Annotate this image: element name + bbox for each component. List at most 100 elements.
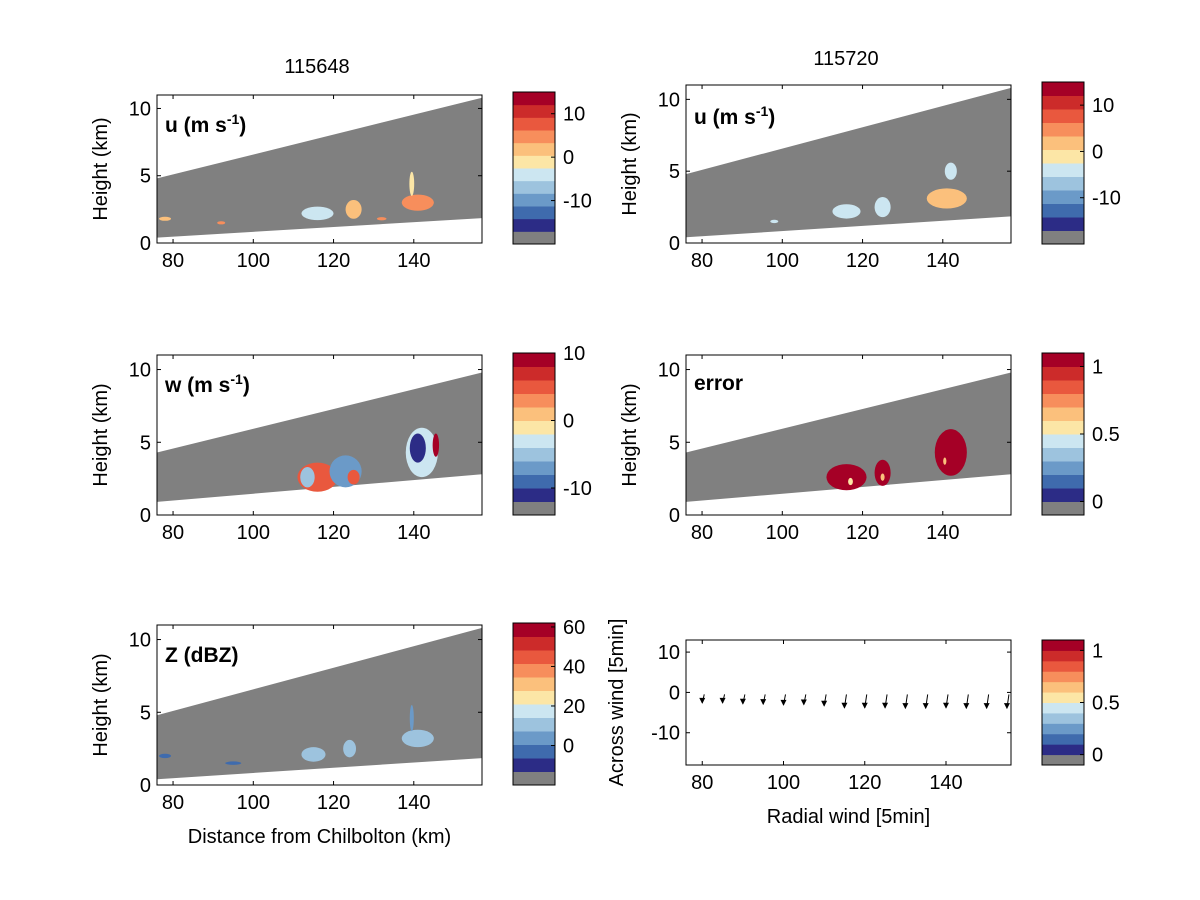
plot-area [686, 640, 1011, 765]
echo-feature [401, 194, 434, 211]
x-tick-label: 100 [766, 522, 799, 544]
x-axis-label: Distance from Chilbolton (km) [188, 826, 451, 848]
variable-label-close: ) [768, 106, 775, 129]
echo-feature [159, 216, 172, 221]
y-axis-label: Across wind [5min] [606, 619, 628, 787]
colorbar-swatch [1042, 640, 1084, 651]
y-axis-label: Height (km) [90, 383, 112, 486]
wind-vector-head [861, 702, 868, 709]
colorbar-swatch [1042, 393, 1084, 408]
colorbar-swatch [513, 447, 555, 462]
variable-label: u (m s-1) [165, 111, 246, 137]
echo-feature [301, 747, 326, 762]
axes-frame [156, 354, 483, 516]
echo-feature [944, 162, 957, 180]
echo-feature [343, 739, 357, 758]
colorbar-swatch [513, 717, 555, 732]
colorbar-swatch [513, 104, 555, 118]
colorbar-swatch [1042, 366, 1084, 381]
colorbar-swatch [1042, 95, 1084, 110]
echo-feature [301, 206, 334, 221]
echo-feature [225, 761, 242, 765]
colorbar-tick-label: -10 [563, 191, 592, 213]
x-tick-label: 100 [766, 250, 799, 272]
colorbar-tick-label: 0 [1092, 745, 1103, 767]
y-tick-label: 10 [129, 630, 151, 652]
colorbar-swatch [513, 130, 555, 144]
echo-feature [826, 464, 867, 491]
x-tick-label: 120 [848, 772, 881, 794]
colorbar-swatch [1042, 501, 1084, 516]
echo-feature [874, 459, 891, 486]
x-tick-label: 140 [929, 772, 962, 794]
colorbar-swatch [513, 623, 555, 637]
column-title-right: 115720 [813, 48, 878, 70]
colorbar-swatch [513, 704, 555, 718]
y-tick-label: 5 [669, 161, 680, 183]
colorbar-swatch [1042, 474, 1084, 489]
echo-feature [432, 433, 440, 457]
y-tick-label: 5 [140, 432, 151, 454]
echo-feature [401, 729, 434, 748]
colorbar-swatch [513, 393, 555, 408]
y-tick-label: 5 [140, 166, 151, 188]
echo-feature [770, 219, 779, 224]
wind-vector-head [760, 699, 767, 706]
colorbar-swatch [513, 366, 555, 381]
colorbar-swatch [1042, 692, 1084, 703]
variable-label-close: ) [239, 114, 246, 137]
wind-vector-head [902, 703, 909, 710]
variable-label-sup: -1 [227, 111, 240, 127]
axes-frame [156, 94, 483, 244]
colorbar-swatch [513, 744, 555, 759]
colorbar-swatch [513, 650, 555, 664]
colorbar-swatch [1042, 122, 1084, 137]
echo-feature [217, 221, 226, 225]
colorbar-tick-label: 0 [563, 735, 574, 757]
y-tick-label: 5 [140, 702, 151, 724]
colorbar-swatch [1042, 82, 1084, 96]
colorbar-swatch [513, 636, 555, 651]
colorbar-swatch [1042, 660, 1084, 672]
x-tick-label: 80 [691, 250, 713, 272]
x-tick-label: 100 [237, 250, 270, 272]
y-tick-label: 10 [129, 98, 151, 120]
colorbar: 10 0 -10 [512, 343, 592, 516]
colorbar-swatch [1042, 353, 1084, 367]
x-tick-label: 140 [397, 522, 430, 544]
echo-feature [409, 433, 426, 463]
colorbar-swatch [513, 407, 555, 421]
wind-vector-head [800, 699, 807, 706]
axes-frame [685, 84, 1012, 244]
colorbar-swatch [1042, 380, 1084, 394]
y-tick-label: 0 [140, 233, 151, 255]
axes-frame [156, 624, 483, 786]
x-tick-label: 80 [691, 522, 713, 544]
y-axis-label: Height (km) [90, 117, 112, 220]
colorbar-swatch [1042, 754, 1084, 766]
colorbar-tick-label: 10 [563, 104, 585, 126]
echo-feature [832, 204, 861, 219]
echo-feature [345, 199, 362, 219]
colorbar-tick-label: -10 [563, 478, 592, 500]
colorbar-swatch [1042, 723, 1084, 735]
wind-vector-head [739, 698, 746, 705]
echo-feature [880, 473, 885, 481]
y-tick-label: 0 [669, 682, 680, 704]
x-tick-label: 140 [926, 522, 959, 544]
colorbar-swatch [1042, 681, 1084, 693]
x-tick-label: 140 [397, 250, 430, 272]
y-tick-label: 10 [658, 642, 680, 664]
colorbar: 10.50 [1041, 352, 1120, 516]
x-tick-label: 120 [317, 792, 350, 814]
variable-label-close: ) [243, 374, 250, 397]
colorbar-swatch [513, 690, 555, 705]
colorbar-tick-label: 0 [1092, 141, 1103, 163]
wind-vector-head [821, 700, 828, 707]
panel-z-115648: 80 100 120 140 0 5 10 Height (km) Distance from … [90, 617, 585, 848]
variable-label-main: u (m s [694, 106, 756, 129]
colorbar: 10 0 -10 [1041, 81, 1121, 245]
